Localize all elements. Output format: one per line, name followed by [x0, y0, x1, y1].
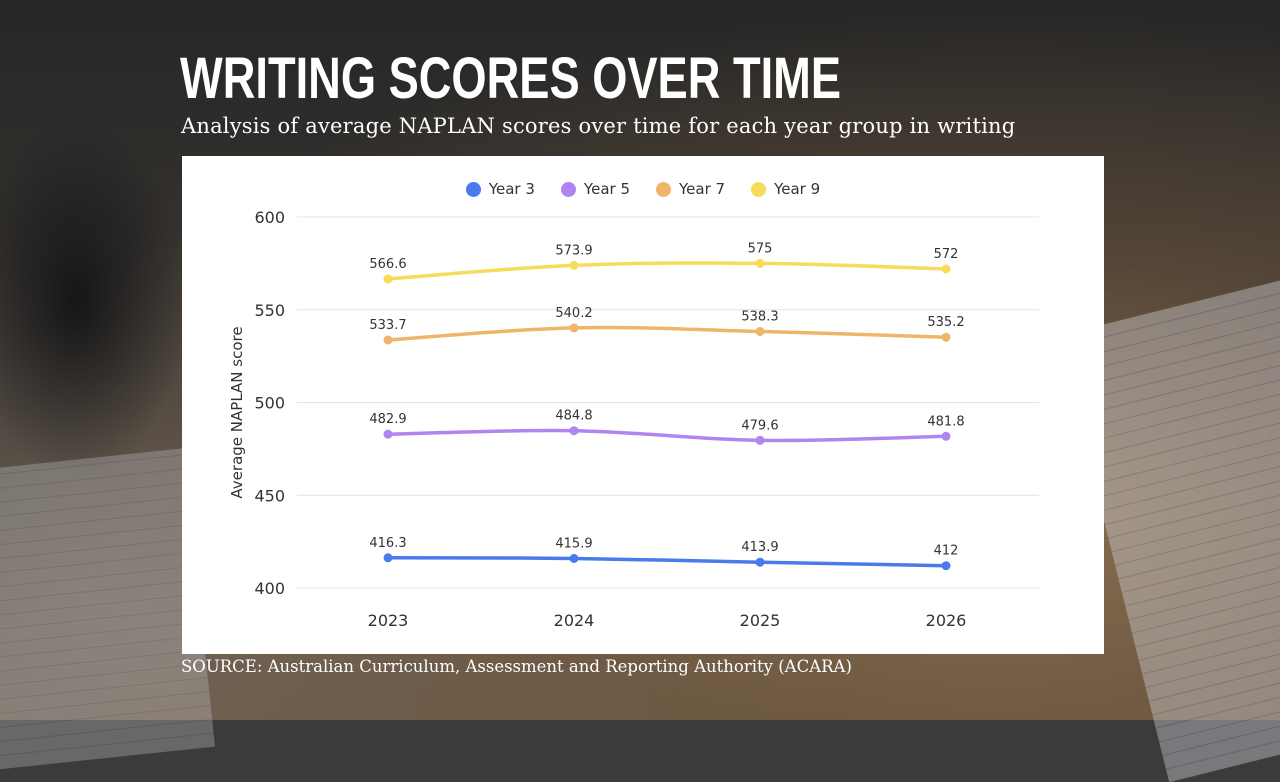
page-title: WRITING SCORES OVER TIME: [180, 46, 842, 111]
data-label: 416.3: [369, 536, 406, 551]
data-label: 540.2: [555, 306, 592, 321]
legend-item-year-7[interactable]: Year 7: [656, 180, 725, 198]
chart-card: Year 3 Year 5 Year 7 Year 9 400 450 500 550…: [182, 156, 1104, 654]
background-shadow: [0, 120, 190, 480]
x-tick-label: 2025: [740, 611, 781, 630]
chart-legend: Year 3 Year 5 Year 7 Year 9: [182, 180, 1104, 198]
data-point: [755, 326, 765, 336]
legend-item-year-5[interactable]: Year 5: [560, 180, 630, 198]
data-point: [569, 554, 579, 564]
data-label: 572: [934, 247, 959, 262]
source-note: SOURCE: Australian Curriculum, Assessmen…: [181, 657, 852, 676]
data-point: [569, 426, 579, 436]
y-tick-label: 500: [254, 394, 285, 413]
data-point: [755, 435, 765, 445]
data-point: [941, 431, 951, 441]
data-label: 573.9: [555, 243, 592, 258]
data-point: [569, 323, 579, 333]
x-tick-label: 2023: [368, 611, 409, 630]
data-label: 533.7: [369, 318, 406, 333]
legend-swatch: [465, 181, 481, 197]
data-label: 413.9: [741, 540, 778, 555]
series-line-year-3: [386, 556, 948, 568]
legend-label: Year 3: [488, 180, 535, 198]
line-chart: 400 450 500 550 600 Average NAPLAN score 2023 2…: [228, 208, 1039, 630]
legend-label: Year 7: [679, 180, 726, 198]
data-point: [383, 335, 393, 345]
legend-item-year-9[interactable]: Year 9: [751, 180, 820, 198]
series-line-year-7: [386, 325, 948, 342]
data-label: 482.9: [369, 412, 406, 427]
data-label: 538.3: [741, 309, 778, 324]
x-tick-label: 2024: [554, 611, 595, 630]
data-point: [941, 264, 951, 274]
data-point: [383, 553, 393, 563]
y-tick-label: 600: [254, 208, 285, 227]
page-subtitle: Analysis of average NAPLAN scores over t…: [181, 114, 1016, 138]
data-label: 481.8: [927, 414, 964, 429]
series-line-year-5: [386, 428, 948, 443]
data-label: 575: [748, 241, 773, 256]
legend-swatch: [560, 181, 576, 197]
y-tick-label: 450: [254, 486, 285, 505]
x-tick-label: 2026: [926, 611, 967, 630]
data-point: [941, 332, 951, 342]
data-label: 412: [934, 544, 959, 559]
data-point: [383, 429, 393, 439]
legend-swatch: [656, 181, 671, 197]
y-tick-label: 400: [254, 579, 285, 598]
data-point: [569, 260, 579, 270]
y-axis-label: Average NAPLAN score: [228, 326, 246, 498]
legend-item-year-3[interactable]: Year 3: [465, 180, 535, 198]
series-line-year-9: [386, 261, 948, 281]
legend-label: Year 9: [774, 180, 821, 198]
data-point: [755, 557, 765, 567]
data-label: 566.6: [369, 257, 406, 272]
data-label: 484.8: [555, 409, 592, 424]
data-point: [383, 274, 393, 284]
y-tick-label: 550: [254, 301, 285, 320]
data-label: 479.6: [741, 418, 778, 433]
data-label: 415.9: [555, 537, 592, 552]
data-label: 535.2: [927, 315, 964, 330]
legend-swatch: [751, 181, 767, 197]
legend-label: Year 5: [583, 180, 630, 198]
data-point: [941, 561, 951, 571]
data-point: [755, 258, 765, 268]
